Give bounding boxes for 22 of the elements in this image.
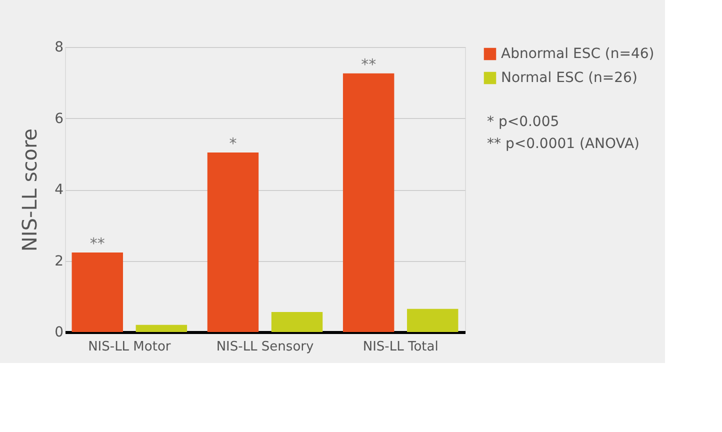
text: * p<0.005: [487, 114, 560, 130]
y-tick-label: 6: [54, 110, 64, 127]
text: ** p<0.0001 (ANOVA): [487, 136, 640, 152]
bar: [342, 73, 394, 332]
x-tick-label: NIS-LL Sensory: [216, 340, 314, 354]
y-tick-label: 2: [54, 253, 64, 270]
legend-label: Abnormal ESC (n=46): [501, 46, 654, 62]
bar: [406, 308, 458, 332]
x-tick-label: NIS-LL Total: [362, 340, 438, 354]
legend-label: Normal ESC (n=26): [501, 70, 638, 86]
bar: [72, 252, 124, 332]
bar: [136, 324, 188, 332]
annotation: **: [361, 55, 377, 74]
y-tick-label: 8: [54, 40, 64, 56]
y-tick-label: 4: [54, 182, 64, 198]
annotation: **: [90, 234, 106, 253]
y-axis-title: NIS-LL score: [18, 128, 42, 252]
bar: [271, 312, 323, 332]
x-tick-label: NIS-LL Motor: [88, 340, 172, 354]
annotation: *: [229, 134, 238, 152]
bar: [207, 152, 259, 332]
y-tick-label: 0: [54, 324, 64, 340]
